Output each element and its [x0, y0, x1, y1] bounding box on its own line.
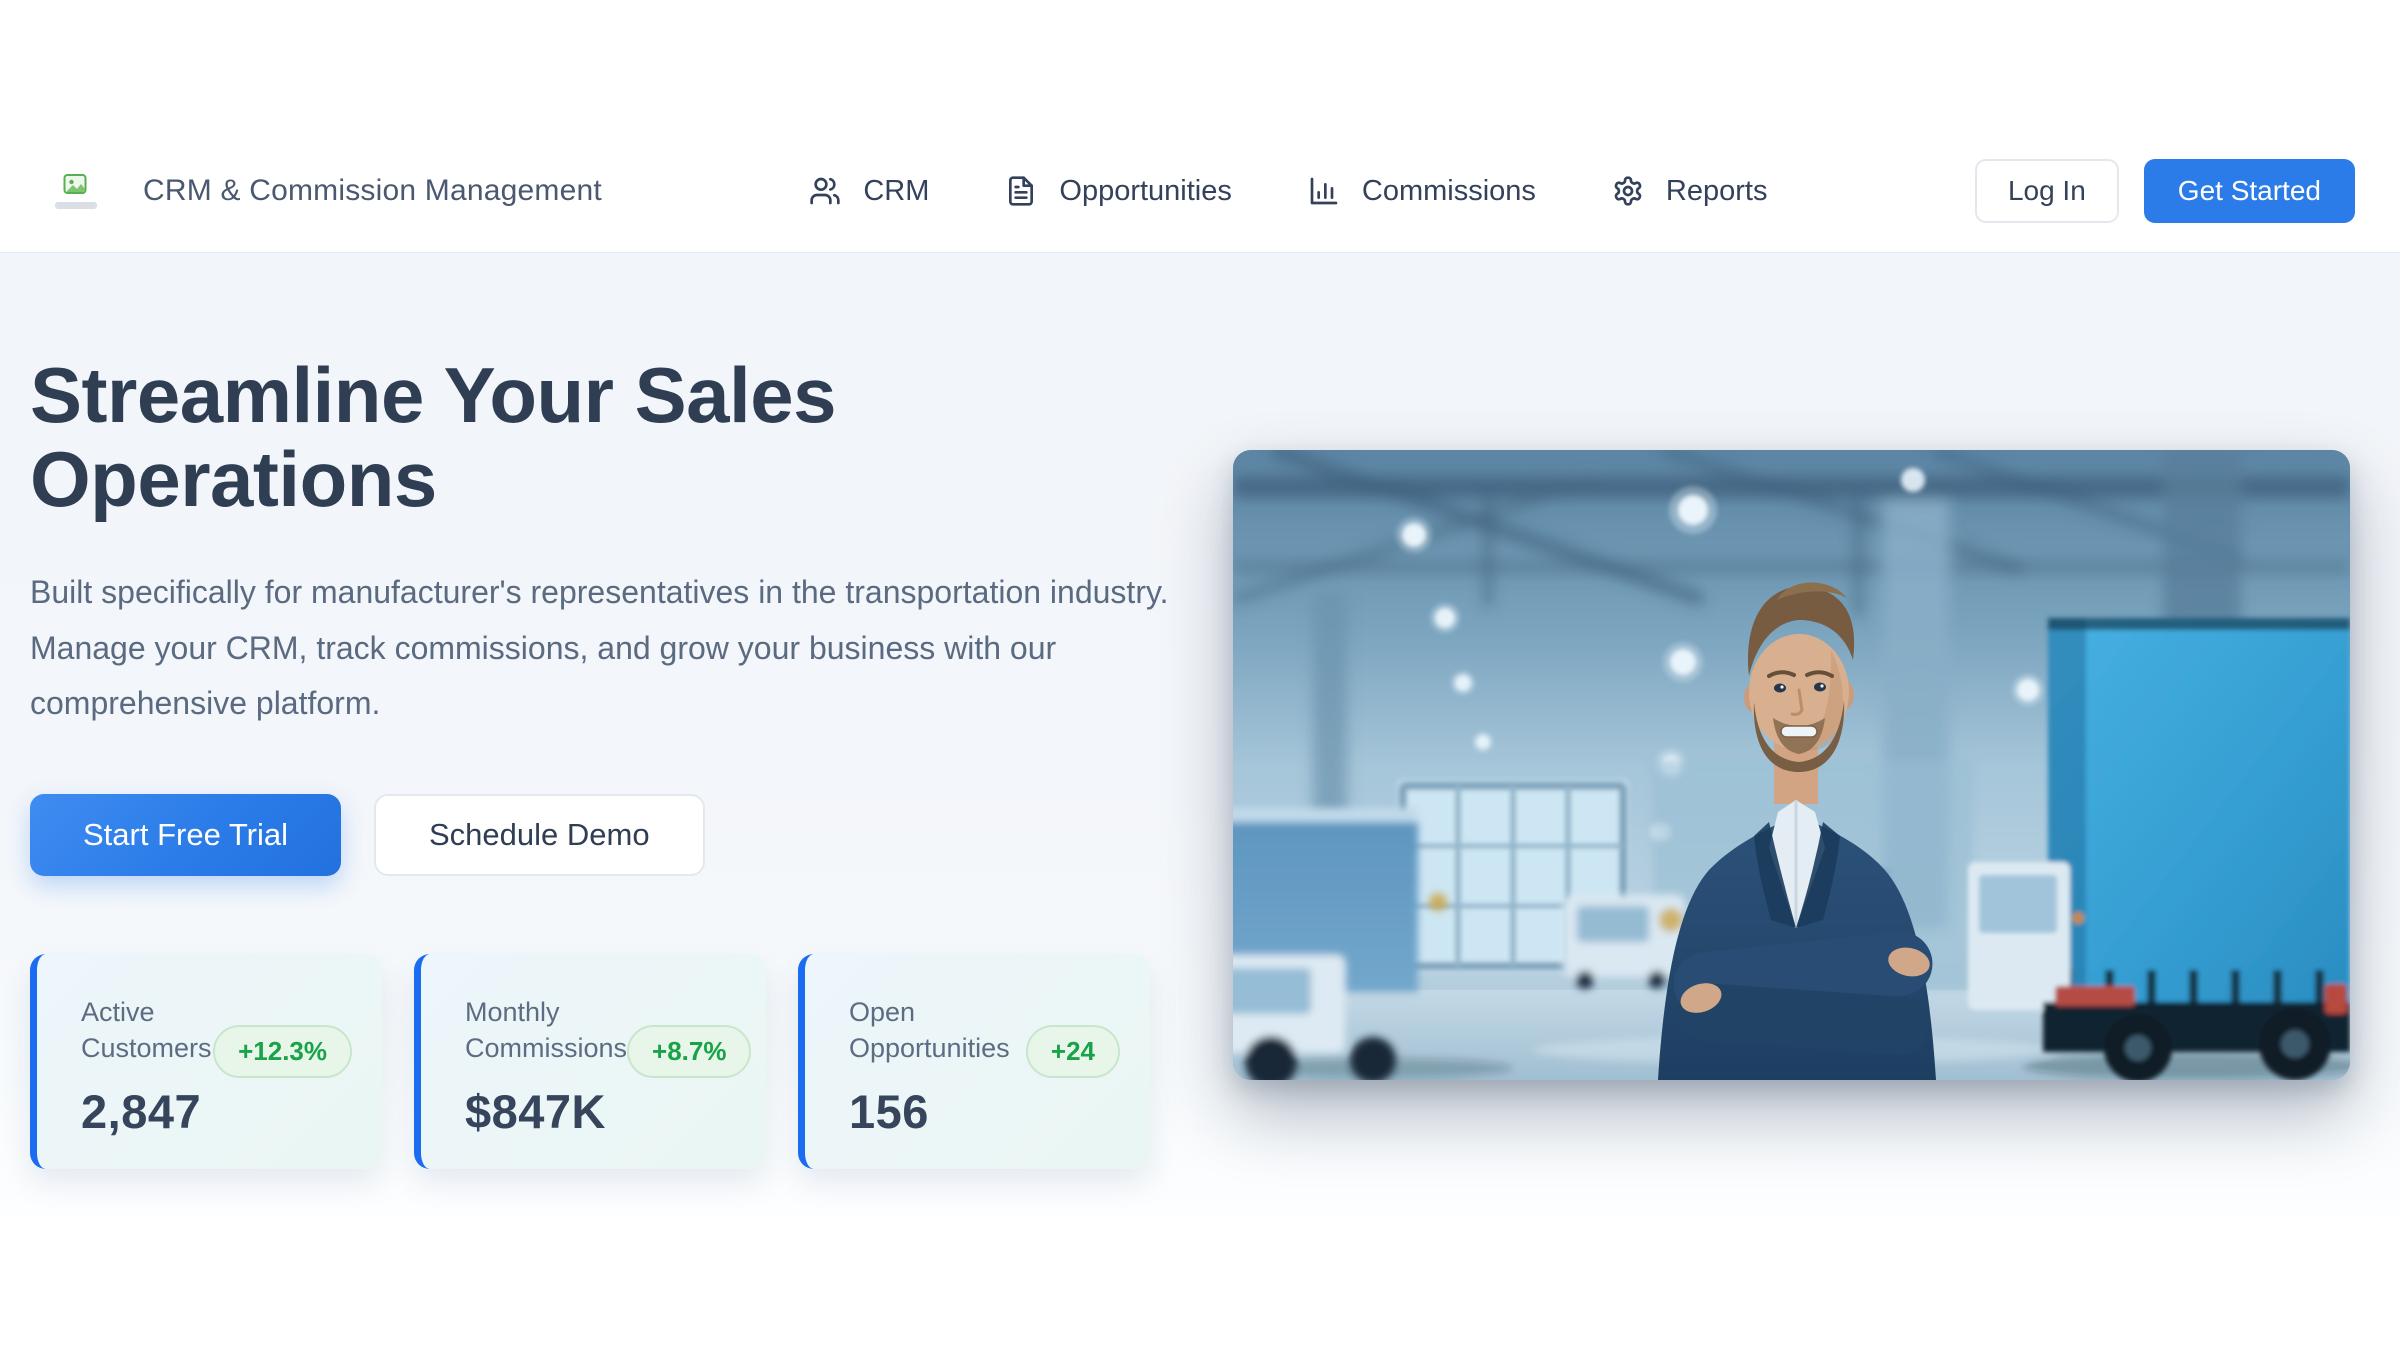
status-badge: +24: [1025, 1025, 1120, 1079]
cta-row: Start Free Trial Schedule Demo: [30, 793, 1210, 876]
nav-label-reports: Reports: [1665, 174, 1768, 207]
stat-value: 156: [849, 1085, 929, 1139]
get-started-button[interactable]: Get Started: [2143, 159, 2355, 223]
stat-label: Monthly Commissions: [465, 996, 628, 1063]
nav-item-commissions[interactable]: Commissions: [1308, 175, 1536, 208]
image-placeholder-icon: [63, 174, 87, 194]
stat-value: 2,847: [81, 1085, 202, 1139]
footer-whitespace: [0, 1218, 2400, 1350]
hero-photo-businessman-truck-depot: [1233, 450, 2350, 1080]
nav-item-reports[interactable]: Reports: [1612, 174, 1768, 208]
logo-image-placeholder: [55, 173, 97, 209]
brand-logo-block[interactable]: CRM & Commission Management: [55, 173, 602, 209]
page-title: Streamline Your Sales Operations: [30, 351, 837, 524]
logo-alt-text: [55, 202, 97, 209]
stat-label: Open Opportunities: [849, 996, 1010, 1063]
stat-card-monthly-commissions: Monthly Commissions +8.7% $847K: [414, 953, 766, 1169]
main-nav: CRM Opportunities Commissions: [809, 175, 1767, 208]
stats-row: Active Customers +12.3% 2,847 Monthly Co…: [30, 953, 1210, 1169]
stat-value: $847K: [465, 1085, 606, 1139]
nav-label-opportunities: Opportunities: [1059, 174, 1232, 207]
hero-photo-illustration: [1233, 450, 2350, 1080]
hero-section: Streamline Your Sales Operations Built s…: [0, 253, 2400, 1218]
schedule-demo-button[interactable]: Schedule Demo: [374, 793, 705, 876]
stat-label: Active Customers: [81, 996, 212, 1063]
top-navigation-bar: CRM & Commission Management CRM Opportun…: [0, 0, 2400, 253]
nav-label-crm: CRM: [863, 174, 930, 207]
users-icon: [810, 177, 841, 205]
bar-chart-icon: [1310, 177, 1338, 205]
brand-title: CRM & Commission Management: [143, 174, 602, 207]
hero-copy-column: Streamline Your Sales Operations Built s…: [30, 353, 1210, 1169]
start-free-trial-button[interactable]: Start Free Trial: [30, 793, 341, 876]
nav-label-commissions: Commissions: [1361, 174, 1536, 207]
login-button[interactable]: Log In: [1974, 159, 2119, 223]
nav-item-opportunities[interactable]: Opportunities: [1005, 175, 1232, 208]
stat-card-active-customers: Active Customers +12.3% 2,847: [30, 953, 382, 1169]
gear-icon: [1614, 176, 1642, 206]
nav-item-crm[interactable]: CRM: [809, 175, 929, 208]
auth-buttons: Log In Get Started: [1974, 159, 2355, 223]
file-text-icon: [1009, 176, 1034, 206]
status-badge: +12.3%: [213, 1025, 352, 1079]
stat-card-open-opportunities: Open Opportunities +24 156: [798, 953, 1150, 1169]
status-badge: +8.7%: [627, 1025, 752, 1079]
hero-description: Built specifically for manufacturer's re…: [30, 574, 1169, 722]
